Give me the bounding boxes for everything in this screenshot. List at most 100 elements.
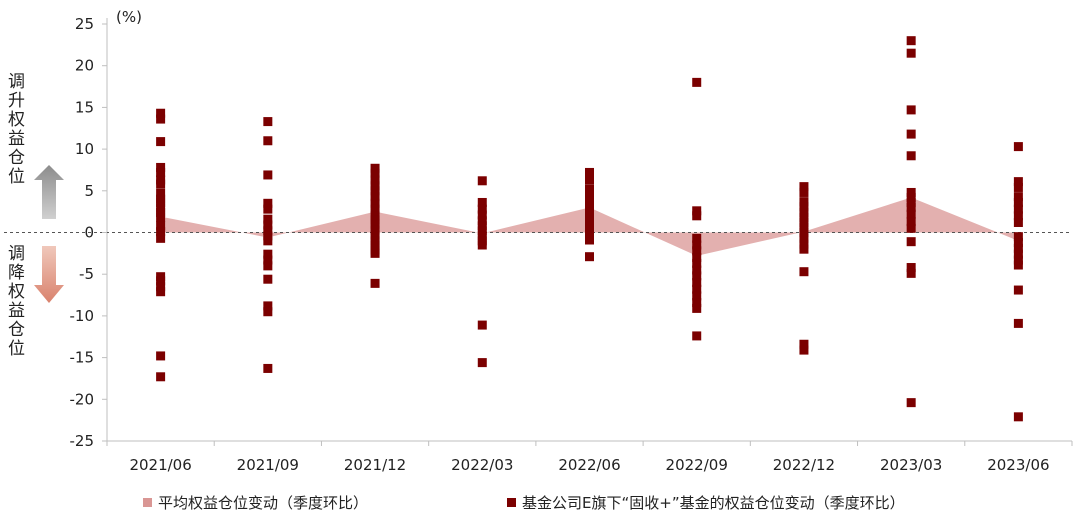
fund-data-point — [156, 179, 166, 189]
fund-data-point — [585, 217, 594, 227]
fund-data-point — [1013, 197, 1023, 207]
decrease-equity-label: 调降权益仓位 — [4, 244, 24, 358]
fund-data-point — [692, 278, 702, 288]
fund-data-point — [156, 167, 166, 177]
x-tick-label: 2021/06 — [129, 456, 191, 474]
fund-data-point — [156, 114, 166, 124]
chart-axes: 25 20 15 10 5 0 -5 -10 -15 -20 -25 (%) 2021/06 2021/0… — [4, 8, 1073, 474]
fund-data-point — [585, 207, 594, 217]
fund-data-point — [156, 108, 166, 118]
y-tick-label: -20 — [70, 390, 95, 408]
up-arrow-icon — [34, 165, 64, 219]
fund-data-point — [263, 136, 273, 146]
fund-change-scatter-series — [156, 36, 1023, 422]
y-tick-label: -15 — [70, 349, 95, 367]
fund-data-point — [263, 214, 273, 224]
fund-data-point — [370, 198, 380, 208]
fund-data-point — [156, 162, 166, 172]
fund-data-point — [156, 233, 166, 243]
fund-data-point — [477, 210, 487, 220]
fund-data-point — [585, 223, 594, 233]
fund-data-point — [156, 188, 166, 198]
fund-data-point — [156, 227, 166, 237]
fund-data-point — [263, 363, 273, 373]
fund-data-point — [1013, 243, 1023, 253]
fund-data-point — [263, 236, 273, 246]
fund-data-point — [799, 217, 809, 227]
fund-data-point — [1013, 177, 1023, 187]
increase-equity-label: 调升权益仓位 — [4, 72, 24, 186]
legend-label-average: 平均权益仓位变动（季度环比） — [158, 494, 369, 512]
fund-data-point — [799, 244, 809, 254]
fund-data-point — [156, 221, 166, 231]
fund-data-point — [585, 175, 594, 185]
fund-data-point — [1013, 217, 1023, 227]
fund-data-point — [906, 209, 916, 219]
fund-data-point — [585, 184, 594, 194]
fund-data-point — [477, 226, 487, 236]
fund-data-point — [692, 77, 702, 87]
fund-data-point — [585, 229, 594, 239]
fund-data-point — [692, 253, 702, 263]
fund-data-point — [370, 278, 380, 288]
down-arrow-icon — [34, 246, 64, 303]
fund-data-point — [477, 240, 487, 250]
fund-data-point — [1013, 285, 1023, 295]
y-tick-label: -10 — [70, 307, 95, 325]
fund-data-point — [906, 151, 916, 161]
y-unit-label: (%) — [116, 8, 142, 26]
fund-data-point — [799, 207, 809, 217]
fund-data-point — [906, 187, 916, 197]
y-tick-label: 5 — [84, 182, 94, 200]
fund-data-point — [1013, 318, 1023, 328]
x-tick-label: 2021/09 — [237, 456, 299, 474]
fund-data-point — [263, 255, 273, 265]
fund-data-point — [156, 276, 166, 286]
fund-data-point — [692, 233, 702, 243]
fund-data-point — [370, 175, 380, 185]
fund-data-point — [1013, 142, 1023, 152]
fund-data-point — [1013, 232, 1023, 242]
y-tick-label: 0 — [84, 224, 94, 242]
fund-data-point — [906, 223, 916, 233]
x-tick-label: 2022/09 — [666, 456, 728, 474]
x-tick-label: 2023/06 — [987, 456, 1049, 474]
fund-data-point — [1013, 211, 1023, 221]
fund-data-point — [370, 248, 380, 258]
fund-data-point — [585, 235, 594, 245]
fund-data-point — [906, 237, 916, 247]
fund-data-point — [1013, 204, 1023, 214]
fund-data-point — [156, 372, 166, 382]
fund-data-point — [799, 212, 809, 222]
fund-data-point — [370, 204, 380, 214]
fund-data-point — [1013, 192, 1023, 202]
legend-item-fund: 基金公司E旗下“固收+”基金的权益仓位变动（季度环比） — [507, 492, 905, 513]
y-tick-label: -25 — [70, 432, 95, 450]
fund-data-point — [692, 291, 702, 301]
fund-data-point — [370, 240, 380, 250]
fund-data-point — [370, 168, 380, 178]
fund-data-point — [156, 137, 166, 147]
fund-data-point — [263, 261, 273, 271]
fund-data-point — [477, 197, 487, 207]
legend-swatch-average — [143, 498, 152, 507]
fund-data-point — [156, 351, 166, 361]
fund-data-point — [1013, 238, 1023, 248]
fund-data-point — [1013, 412, 1023, 422]
fund-data-point — [477, 216, 487, 226]
fund-data-point — [585, 202, 594, 212]
fund-data-point — [692, 240, 702, 250]
fund-data-point — [263, 170, 273, 180]
legend-swatch-fund — [507, 498, 516, 507]
fund-data-point — [263, 231, 273, 241]
fund-data-point — [906, 268, 916, 278]
fund-data-point — [799, 228, 809, 237]
fund-data-point — [263, 204, 273, 214]
fund-data-point — [370, 186, 380, 196]
fund-data-point — [370, 192, 380, 202]
x-tick-label: 2022/06 — [558, 456, 620, 474]
fund-data-point — [477, 320, 487, 330]
fund-data-point — [906, 36, 916, 46]
y-tick-label: 15 — [75, 98, 94, 116]
fund-data-point — [906, 48, 916, 58]
